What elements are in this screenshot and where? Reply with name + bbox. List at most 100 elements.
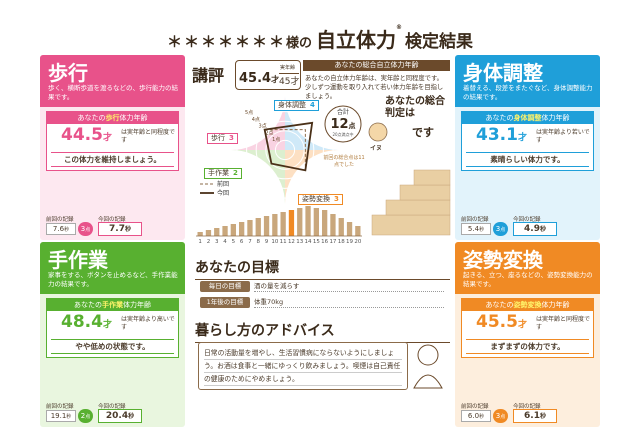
total-score: 12点	[330, 117, 355, 132]
panel-title: 姿勢変換	[463, 248, 543, 272]
current-time: 7.7秒	[98, 222, 142, 236]
verdict-animal: イヌ	[370, 145, 383, 152]
age-label-part: 体力年齢	[541, 114, 570, 122]
radar-axis-name: 歩行	[211, 134, 225, 142]
current-label: 今回の記録	[513, 217, 541, 223]
age-card: あなたの身体調整体力年齢 43.1才 は実年齢より若いです 素晴らしい体力です。	[461, 111, 594, 171]
age-note: は実年齢と同程度です	[536, 316, 591, 331]
level-bar	[297, 208, 303, 236]
previous-points-unit: 点	[85, 227, 91, 233]
level-label: 7	[248, 239, 252, 245]
previous-points-value: 3	[495, 412, 501, 420]
panel-band	[40, 55, 185, 107]
previous-label: 前回の記録	[461, 217, 489, 223]
level-bar	[255, 218, 261, 236]
age-unit: 才	[102, 133, 112, 143]
total-badge	[324, 105, 362, 143]
age-comment: この体力を維持しましょう。	[51, 152, 174, 167]
level-label: 20	[354, 239, 361, 245]
previous-time-value: 19.1	[50, 412, 67, 420]
panel-title: 身体調整	[463, 61, 543, 85]
level-label: 12	[288, 239, 295, 245]
age-comment: やや低めの状態です。	[51, 339, 174, 354]
verdict-icon	[368, 122, 388, 142]
level-label: 5	[232, 239, 236, 245]
level-bar	[346, 222, 353, 236]
level-label: 16	[321, 239, 328, 245]
panel-description: 家事をする、ボタンを止めるなど、手作業能力の結果です。	[48, 271, 178, 288]
title-brand-mark: ®	[396, 24, 403, 31]
panel-description: 起きる、立つ、座るなどの、姿勢変換能力の結果です。	[463, 271, 593, 288]
level-bar	[305, 206, 311, 236]
age-label-part: 姿勢変換	[513, 301, 542, 309]
previous-time-unit: 秒	[479, 227, 485, 233]
page-title: ＊＊＊＊＊＊＊様の 自立体力®検定結果	[0, 24, 640, 53]
age-value-box: 43.1才	[476, 125, 527, 145]
level-label: 8	[257, 239, 261, 245]
radar-level-label: 3点	[259, 124, 267, 130]
advisor-head	[417, 344, 439, 366]
age-card: あなたの手作業体力年齢 48.4才 は実年齢より高いです やや低めの状態です。	[46, 298, 179, 358]
current-time: 20.4秒	[98, 409, 142, 423]
radar-ring	[265, 130, 305, 170]
level-bar	[338, 218, 344, 236]
real-age-label: 実年齢	[280, 65, 296, 71]
current-time: 6.1秒	[513, 409, 557, 423]
previous-time: 7.6秒	[46, 223, 76, 235]
title-stars: ＊＊＊＊＊＊＊	[166, 33, 286, 51]
level-bar	[239, 222, 245, 236]
age-note: は実年齢より若いです	[536, 129, 590, 144]
advisor-body	[413, 374, 443, 389]
stair-step	[371, 214, 451, 236]
level-bar	[222, 226, 228, 236]
level-bar	[230, 224, 236, 236]
goal-text: 体重70kg	[254, 297, 444, 308]
previous-points-unit: 点	[500, 227, 506, 233]
previous-total-note: 前回の総合点は11点でした	[323, 155, 365, 168]
age-comment: まずまずの体力です。	[466, 339, 589, 354]
level-label: 18	[338, 239, 345, 245]
previous-time: 6.0秒	[461, 410, 491, 422]
level-bar	[313, 208, 319, 236]
radar-axis-name: 身体調整	[278, 101, 306, 109]
previous-time-value: 5.4	[467, 225, 480, 233]
radar-axis-score: 3	[334, 195, 339, 203]
verdict-post: です	[412, 126, 434, 139]
level-bar	[272, 214, 278, 236]
previous-points: 3点	[493, 222, 508, 236]
current-label: 今回の記録	[98, 404, 126, 410]
overall-age-box: 45.4才	[239, 67, 279, 86]
previous-time-unit: 秒	[66, 414, 72, 420]
age-unit: 才	[517, 133, 527, 143]
previous-points: 3点	[78, 222, 93, 236]
radar-ring	[274, 139, 296, 161]
previous-points-value: 3	[495, 225, 501, 233]
previous-time-unit: 秒	[64, 227, 70, 233]
radar-axis-score: 3	[229, 134, 234, 142]
goal-label: 1年後の目標	[200, 297, 250, 308]
radar-current	[263, 121, 314, 172]
previous-label: 前回の記録	[46, 404, 74, 410]
level-label: 6	[240, 239, 244, 245]
goal-label: 毎日の目標	[200, 281, 250, 292]
previous-time-unit: 秒	[479, 414, 485, 420]
overall-age-unit: 才	[271, 75, 280, 84]
age-card-header: あなたの姿勢変換体力年齢	[462, 299, 593, 311]
level-label: 19	[346, 239, 353, 245]
radar-axis-name: 手作業	[208, 169, 229, 177]
age-card-header: あなたの身体調整体力年齢	[462, 112, 593, 124]
age-note: は実年齢と同程度です	[121, 129, 176, 144]
age-label-part: 身体調整	[513, 114, 542, 122]
level-label: 15	[313, 239, 320, 245]
age-label-part: 体力年齢	[119, 114, 148, 122]
level-bar	[214, 228, 220, 236]
radar-axis-label: 歩行 3	[207, 133, 238, 144]
real-age: 45才	[279, 73, 300, 87]
stair-step	[399, 184, 451, 201]
radar-level-label: 4点	[252, 117, 260, 123]
current-time-unit: 秒	[539, 413, 546, 420]
radar-level-label: 2点	[265, 130, 273, 136]
radar-axis-name: 姿勢変換	[302, 195, 330, 203]
level-label: 4	[223, 239, 227, 245]
